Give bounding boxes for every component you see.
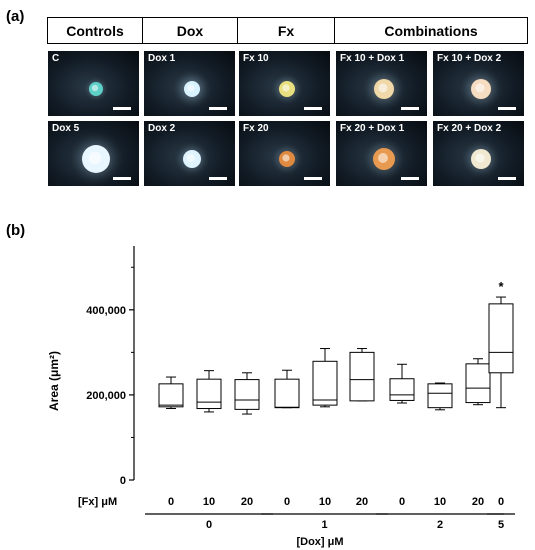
micrograph-1: Dox 1 — [143, 50, 236, 117]
scale-bar — [401, 177, 419, 180]
scale-bar — [209, 177, 227, 180]
scale-bar — [304, 107, 322, 110]
micrograph-label: Fx 20 — [243, 123, 269, 134]
micrograph-label: Fx 20 + Dox 2 — [437, 123, 502, 134]
box-4 — [312, 348, 338, 408]
fx-tick-label: 10 — [319, 496, 331, 508]
fx-tick-label: 0 — [498, 496, 504, 508]
scale-bar — [113, 177, 131, 180]
y-tick-label: 400,000 — [86, 305, 126, 317]
y-tick-label: 200,000 — [86, 390, 126, 402]
box-iqr — [349, 351, 375, 402]
micrograph-8: Fx 20 + Dox 1 — [335, 120, 428, 187]
panel-b-tag: (b) — [6, 222, 26, 239]
box-1 — [196, 370, 222, 413]
micrograph-4: Fx 10 + Dox 2 — [432, 50, 525, 117]
micrograph-2: Fx 10 — [238, 50, 331, 117]
scale-bar — [401, 107, 419, 110]
micrograph-0: C — [47, 50, 140, 117]
fx-tick-label: 10 — [434, 496, 446, 508]
scale-bar — [498, 177, 516, 180]
spheroid-image — [66, 129, 126, 186]
box-9 — [488, 296, 514, 409]
fx-tick-label: 20 — [472, 496, 484, 508]
micrograph-label: Dox 2 — [148, 123, 176, 134]
box-iqr — [158, 383, 184, 408]
micrograph-3: Fx 10 + Dox 1 — [335, 50, 428, 117]
spheroid-image — [457, 65, 505, 113]
micrograph-label: Fx 10 — [243, 53, 269, 64]
box-2 — [234, 372, 260, 415]
box-8 — [465, 358, 491, 406]
dox-axis-label: [Dox] μM — [296, 536, 343, 548]
spheroid-image — [170, 67, 214, 111]
micrograph-label: Fx 20 + Dox 1 — [340, 123, 405, 134]
header-fx: Fx — [237, 17, 335, 44]
spheroid-image — [360, 65, 408, 113]
box-iqr — [196, 378, 222, 410]
scale-bar — [304, 177, 322, 180]
spheroid-image — [172, 139, 212, 179]
spheroid-image — [269, 71, 305, 107]
box-5 — [349, 348, 375, 402]
dox-group-label: 1 — [321, 519, 327, 531]
box-iqr — [274, 378, 300, 409]
header-combinations: Combinations — [334, 17, 528, 44]
box-iqr — [234, 379, 260, 410]
fx-tick-label: 0 — [399, 496, 405, 508]
box-iqr — [488, 303, 514, 374]
fx-tick-label: 20 — [241, 496, 253, 508]
box-6 — [389, 363, 415, 404]
significance-marker: * — [498, 279, 504, 294]
micrograph-label: C — [52, 53, 60, 64]
spheroid-image — [82, 75, 110, 103]
micrograph-label: Fx 10 + Dox 1 — [340, 53, 405, 64]
spheroid-image — [269, 141, 305, 177]
box-iqr — [312, 360, 338, 406]
box-iqr — [465, 363, 491, 404]
box-iqr — [389, 378, 415, 401]
scale-bar — [113, 107, 131, 110]
y-tick-label: 0 — [120, 475, 126, 487]
box-0 — [158, 376, 184, 410]
dox-group-label: 2 — [437, 519, 443, 531]
micrograph-5: Dox 5 — [47, 120, 140, 187]
box-7 — [427, 382, 453, 411]
scale-bar — [209, 107, 227, 110]
box-iqr — [427, 383, 453, 409]
fx-tick-label: 0 — [168, 496, 174, 508]
fx-tick-label: 20 — [356, 496, 368, 508]
box-3 — [274, 369, 300, 409]
micrograph-label: Dox 1 — [148, 53, 176, 64]
micrograph-7: Fx 20 — [238, 120, 331, 187]
fx-row-label: [Fx] μM — [78, 496, 117, 508]
micrograph-9: Fx 20 + Dox 2 — [432, 120, 525, 187]
dox-group-label: 5 — [498, 519, 504, 531]
y-axis-label: Area (μm²) — [47, 351, 61, 411]
spheroid-image — [459, 137, 503, 181]
fx-tick-label: 10 — [203, 496, 215, 508]
micrograph-label: Fx 10 + Dox 2 — [437, 53, 502, 64]
panel-a-tag: (a) — [6, 8, 25, 25]
spheroid-image — [360, 135, 408, 183]
dox-group-label: 0 — [206, 519, 212, 531]
scale-bar — [498, 107, 516, 110]
micrograph-6: Dox 2 — [143, 120, 236, 187]
micrograph-label: Dox 5 — [52, 123, 80, 134]
fx-tick-label: 0 — [284, 496, 290, 508]
